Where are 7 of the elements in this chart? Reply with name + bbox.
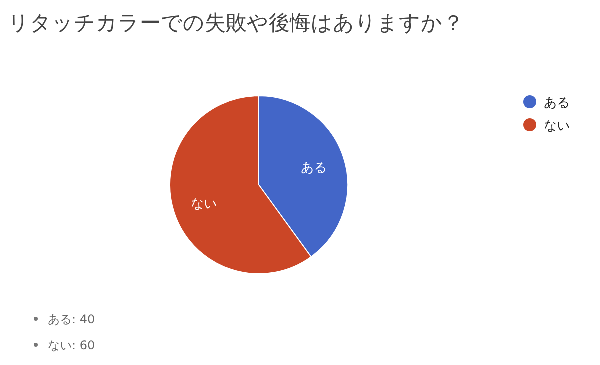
slice-label: ない xyxy=(190,196,217,212)
slice-label: ある xyxy=(301,161,328,176)
text: ある: 40 xyxy=(48,312,96,326)
legend-label: ある xyxy=(544,96,570,111)
legend-label: ない xyxy=(544,119,570,134)
text: ない: 60 xyxy=(48,338,96,352)
chart-title: リタッチカラーでの失敗や後悔はありますか？ xyxy=(8,11,464,35)
